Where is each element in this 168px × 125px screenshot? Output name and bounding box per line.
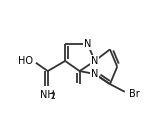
Text: HO: HO [18,56,33,66]
Text: N: N [84,39,91,49]
Text: 2: 2 [50,92,55,101]
Text: N: N [91,69,98,79]
Text: N: N [91,56,98,66]
Text: NH: NH [40,90,55,100]
Text: Br: Br [129,88,140,99]
